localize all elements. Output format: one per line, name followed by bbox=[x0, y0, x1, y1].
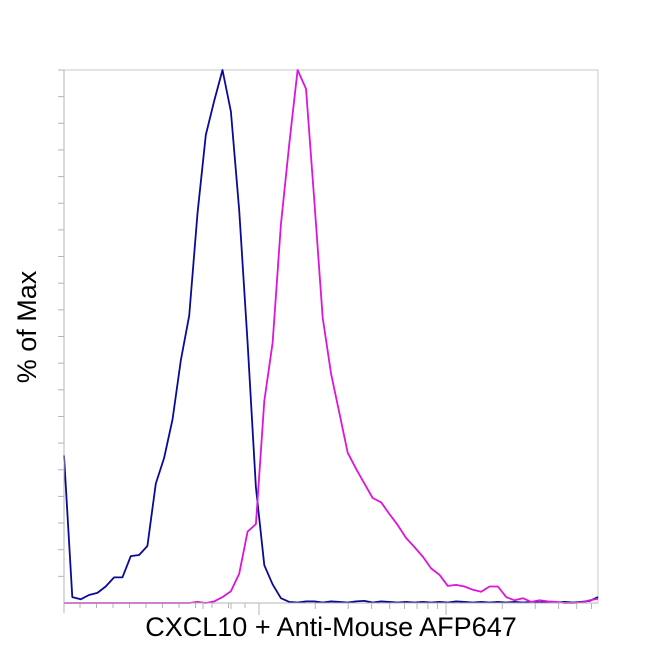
series-line-control bbox=[63, 69, 599, 604]
series-line-stained bbox=[64, 69, 599, 604]
x-axis-ticks bbox=[63, 603, 593, 615]
y-axis-ticks bbox=[58, 69, 64, 577]
series-layer bbox=[63, 69, 599, 604]
y-axis-title: % of Max bbox=[12, 270, 42, 383]
x-axis-title: CXCL10 + Anti-Mouse AFP647 bbox=[145, 612, 516, 642]
plot-frame bbox=[63, 69, 599, 604]
